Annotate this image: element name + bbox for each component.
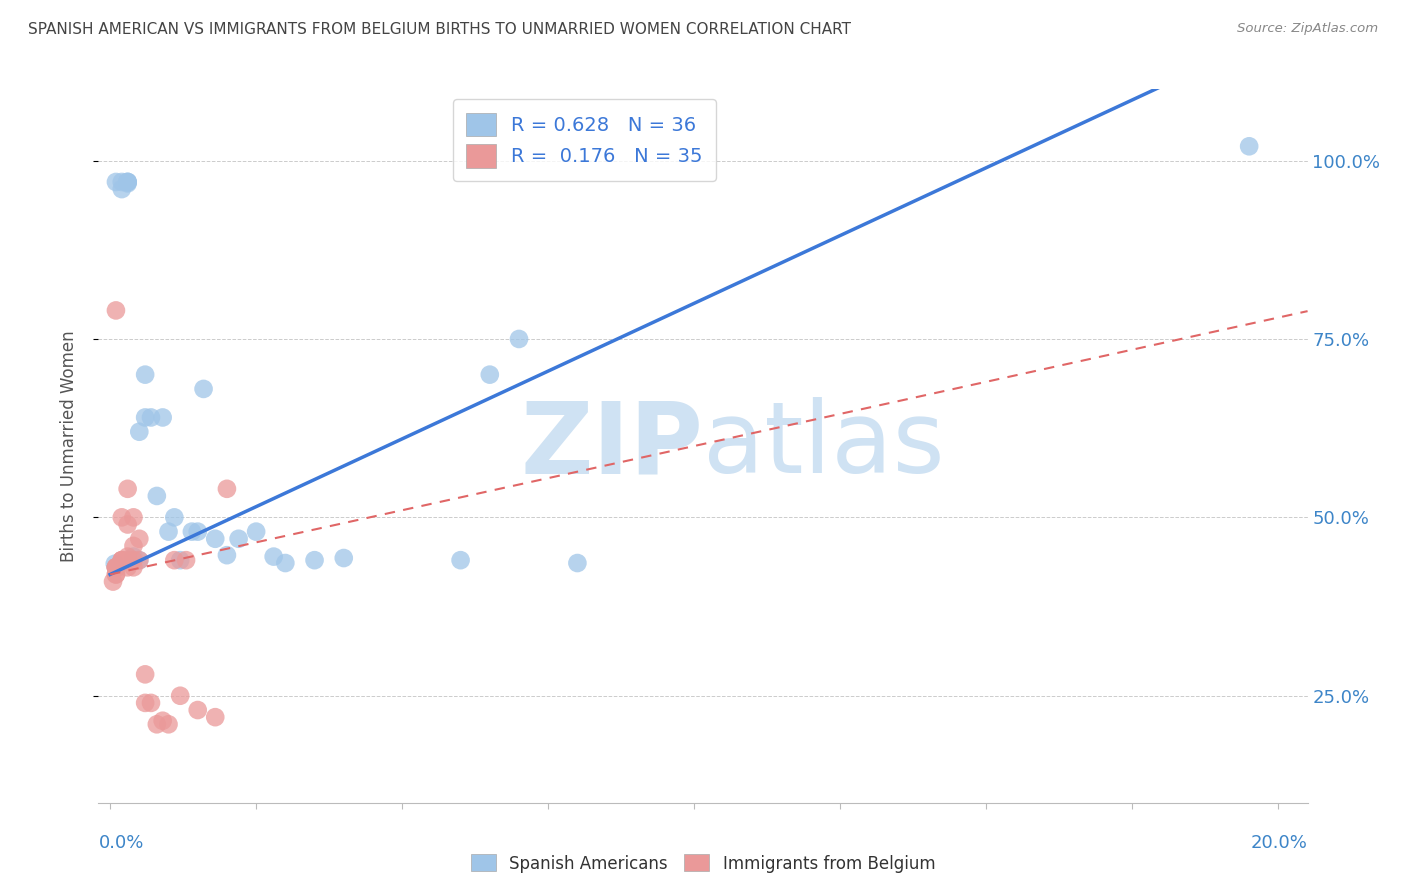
Point: [117, 553, 139, 567]
Point: [508, 332, 530, 346]
Point: [139, 410, 162, 425]
Point: [111, 553, 134, 567]
Point: [263, 549, 285, 564]
Point: [104, 567, 127, 582]
Point: [163, 510, 186, 524]
Point: [104, 560, 127, 574]
Point: [215, 482, 238, 496]
Point: [117, 175, 139, 189]
Point: [128, 553, 150, 567]
Point: [204, 532, 226, 546]
Point: [567, 556, 589, 570]
Point: [157, 717, 180, 731]
Point: [134, 368, 156, 382]
Point: [169, 689, 191, 703]
Point: [117, 177, 139, 191]
Y-axis label: Births to Unmarried Women: Births to Unmarried Women: [59, 330, 77, 562]
Point: [304, 553, 326, 567]
Point: [111, 553, 134, 567]
Point: [180, 524, 202, 539]
Point: [117, 175, 139, 189]
Point: [134, 410, 156, 425]
Point: [450, 553, 472, 567]
Point: [122, 553, 145, 567]
Point: [169, 553, 191, 567]
Point: [111, 182, 134, 196]
Point: [117, 482, 139, 496]
Point: [117, 560, 139, 574]
Point: [117, 517, 139, 532]
Point: [193, 382, 215, 396]
Text: 0.0%: 0.0%: [98, 834, 143, 852]
Point: [122, 510, 145, 524]
Point: [122, 553, 145, 567]
Point: [187, 524, 209, 539]
Point: [104, 175, 127, 189]
Point: [128, 553, 150, 567]
Point: [245, 524, 267, 539]
Point: [134, 696, 156, 710]
Point: [128, 425, 150, 439]
Text: ZIP: ZIP: [520, 398, 703, 494]
Point: [478, 368, 501, 382]
Point: [1237, 139, 1260, 153]
Point: [111, 175, 134, 189]
Legend: R = 0.628   N = 36, R =  0.176   N = 35: R = 0.628 N = 36, R = 0.176 N = 35: [453, 99, 716, 181]
Point: [274, 556, 297, 570]
Point: [187, 703, 209, 717]
Point: [104, 560, 127, 574]
Point: [157, 524, 180, 539]
Point: [122, 539, 145, 553]
Point: [111, 553, 134, 567]
Point: [117, 549, 139, 564]
Point: [128, 532, 150, 546]
Point: [152, 714, 174, 728]
Point: [332, 551, 354, 566]
Point: [111, 510, 134, 524]
Text: Source: ZipAtlas.com: Source: ZipAtlas.com: [1237, 22, 1378, 36]
Point: [104, 567, 127, 582]
Point: [228, 532, 250, 546]
Text: atlas: atlas: [703, 398, 945, 494]
Text: SPANISH AMERICAN VS IMMIGRANTS FROM BELGIUM BIRTHS TO UNMARRIED WOMEN CORRELATIO: SPANISH AMERICAN VS IMMIGRANTS FROM BELG…: [28, 22, 851, 37]
Point: [152, 410, 174, 425]
Point: [174, 553, 197, 567]
Legend: Spanish Americans, Immigrants from Belgium: Spanish Americans, Immigrants from Belgi…: [464, 847, 942, 880]
Point: [146, 717, 169, 731]
Point: [104, 557, 127, 571]
Point: [134, 667, 156, 681]
Point: [122, 549, 145, 564]
Point: [146, 489, 169, 503]
Point: [204, 710, 226, 724]
Point: [101, 574, 124, 589]
Point: [104, 560, 127, 574]
Point: [104, 560, 127, 574]
Point: [117, 175, 139, 189]
Point: [215, 548, 238, 562]
Point: [122, 560, 145, 574]
Point: [163, 553, 186, 567]
Point: [104, 303, 127, 318]
Point: [139, 696, 162, 710]
Text: 20.0%: 20.0%: [1251, 834, 1308, 852]
